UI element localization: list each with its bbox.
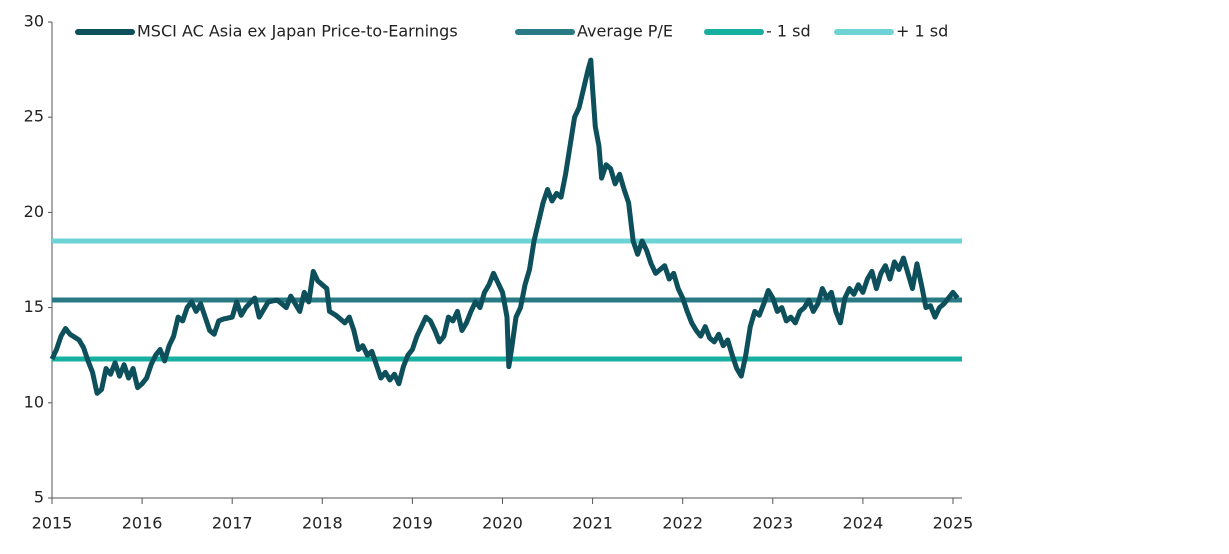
y-tick-label: 10 [24,392,44,411]
legend-label: - 1 sd [766,22,811,41]
x-tick-label: 2025 [933,514,974,533]
x-tick-label: 2017 [212,514,253,533]
legend-label: MSCI AC Asia ex Japan Price-to-Earnings [137,22,458,41]
x-tick-label: 2020 [482,514,523,533]
legend-label: + 1 sd [896,22,948,41]
x-tick-label: 2015 [32,514,73,533]
y-tick-label: 5 [34,488,44,507]
y-tick-label: 15 [24,297,44,316]
legend-label: Average P/E [577,22,673,41]
x-tick-label: 2016 [122,514,163,533]
y-tick-label: 20 [24,202,44,221]
x-tick-label: 2019 [392,514,433,533]
y-tick-label: 25 [24,107,44,126]
x-tick-label: 2018 [302,514,343,533]
y-tick-label: 30 [24,12,44,31]
x-tick-label: 2024 [843,514,884,533]
x-tick-label: 2023 [752,514,793,533]
x-tick-label: 2022 [662,514,703,533]
series-line [49,57,960,396]
x-tick-label: 2021 [572,514,613,533]
